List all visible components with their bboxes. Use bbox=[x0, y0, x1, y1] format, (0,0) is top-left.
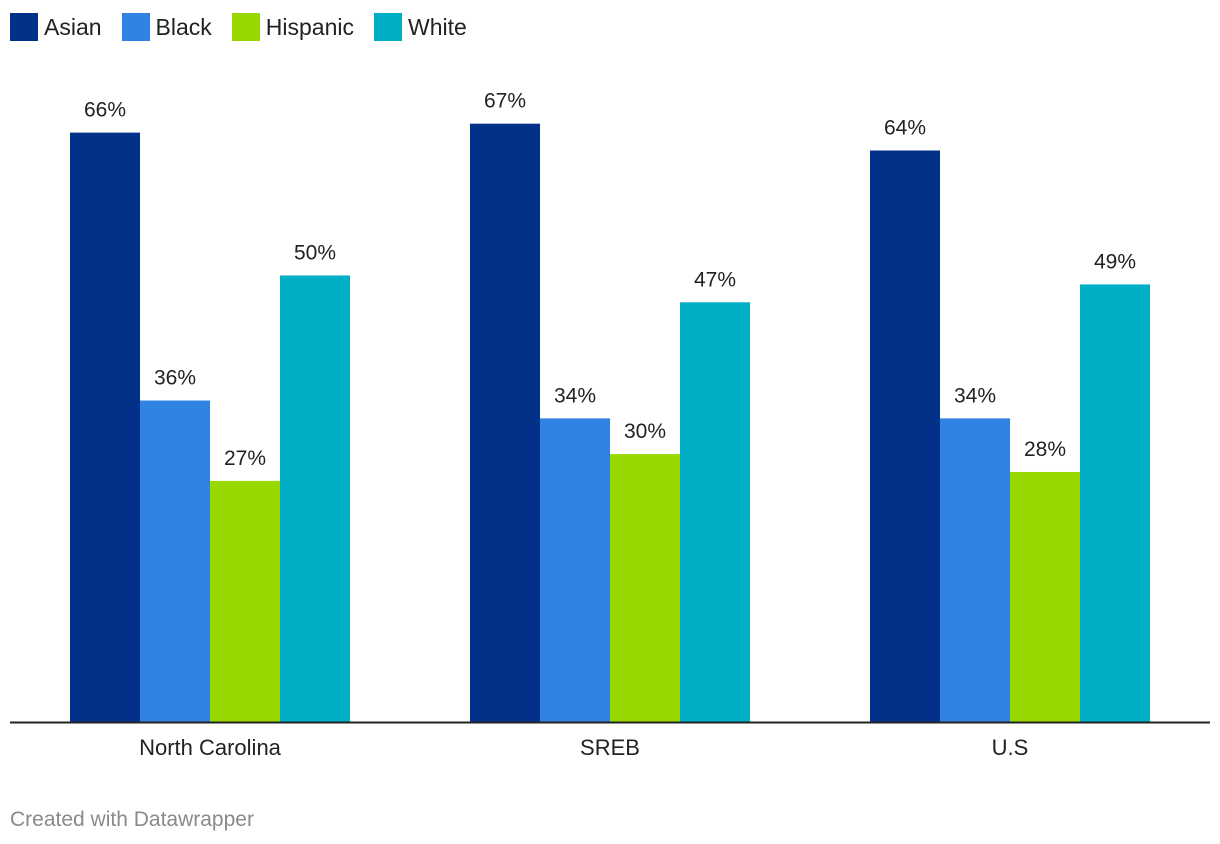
legend-item-hispanic: Hispanic bbox=[231, 13, 355, 41]
bar-white-2 bbox=[1080, 284, 1150, 722]
data-label: 34% bbox=[954, 384, 996, 407]
bar-white-0 bbox=[280, 275, 350, 722]
data-label: 28% bbox=[1024, 438, 1066, 461]
legend-label: Hispanic bbox=[265, 13, 355, 40]
data-label: 36% bbox=[154, 367, 196, 390]
legend-swatch bbox=[231, 13, 260, 41]
data-label: 49% bbox=[1094, 250, 1136, 273]
bar-chart: 66% 36% 27% 50% North Carolina 67% 34% 30% 47% SR… bbox=[10, 90, 1210, 760]
footer-credit: Created with Datawrapper bbox=[10, 808, 254, 831]
category-label: SREB bbox=[580, 735, 640, 760]
chart-legend: Asian Black Hispanic White bbox=[10, 12, 487, 42]
bar-asian-0 bbox=[70, 132, 140, 722]
category-label: North Carolina bbox=[139, 735, 282, 760]
legend-label: Asian bbox=[44, 13, 102, 40]
legend-swatch bbox=[374, 13, 403, 41]
bar-black-2 bbox=[940, 418, 1010, 722]
bar-asian-1 bbox=[470, 123, 540, 722]
data-label: 30% bbox=[624, 420, 666, 443]
bar-hispanic-2 bbox=[1010, 471, 1080, 722]
bar-black-1 bbox=[540, 418, 610, 722]
legend-item-white: White bbox=[374, 13, 467, 41]
bar-white-1 bbox=[680, 302, 750, 722]
data-label: 34% bbox=[554, 384, 596, 407]
bar-asian-2 bbox=[870, 150, 940, 723]
legend-swatch bbox=[121, 13, 150, 41]
legend-label: Black bbox=[155, 13, 212, 40]
data-label: 64% bbox=[884, 116, 926, 139]
bar-black-0 bbox=[140, 400, 210, 722]
data-label: 66% bbox=[84, 99, 126, 122]
data-label: 50% bbox=[294, 242, 336, 265]
legend-swatch bbox=[10, 13, 38, 41]
legend-item-asian: Asian bbox=[10, 13, 102, 41]
category-label: U.S bbox=[992, 735, 1029, 760]
bar-hispanic-1 bbox=[610, 454, 680, 722]
data-label: 47% bbox=[694, 268, 736, 291]
legend-item-black: Black bbox=[121, 13, 212, 41]
legend-label: White bbox=[408, 13, 467, 40]
data-label: 67% bbox=[484, 90, 526, 113]
data-label: 27% bbox=[224, 447, 266, 470]
bar-hispanic-0 bbox=[210, 480, 280, 722]
